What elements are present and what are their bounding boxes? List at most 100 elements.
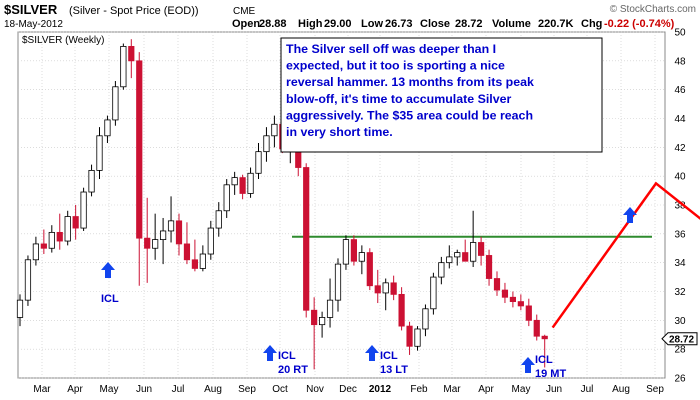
- x-tick-13: Apr: [478, 384, 494, 395]
- candle-17: [152, 213, 159, 260]
- candle-11: [104, 115, 111, 144]
- candle-28: [239, 174, 246, 200]
- candle-body: [175, 220, 183, 245]
- candle-body: [303, 167, 310, 311]
- candle-10: [96, 127, 103, 180]
- annotation-line-4: aggressively. The $35 area could be reac…: [286, 108, 533, 122]
- x-tick-3: Jun: [136, 384, 152, 395]
- ohlc-readout: Open 28.88 High 29.00 Low 26.73 Close 28…: [232, 18, 675, 30]
- candle-body: [80, 191, 87, 229]
- y-axis: 26 28 30 32 34 36 38 40 42 44 46 48 50: [674, 28, 686, 385]
- candle-body: [128, 46, 135, 62]
- marker-label: 20 RT: [278, 364, 308, 376]
- candle-60: [493, 271, 501, 296]
- y-tick-40: 40: [674, 172, 686, 183]
- volume-label: Volume: [492, 18, 531, 30]
- icl-marker-0: ICL: [101, 262, 119, 305]
- candle-64: [525, 298, 532, 327]
- x-tick-6: Sep: [238, 384, 256, 395]
- candle-body: [263, 135, 270, 153]
- candle-body: [462, 252, 469, 262]
- chg-label: Chg: [581, 18, 602, 30]
- annotation-frame: [280, 37, 603, 153]
- candle-62: [509, 291, 517, 308]
- candle-body: [318, 317, 326, 326]
- candle-body: [136, 60, 143, 239]
- x-tick-9: Dec: [339, 384, 357, 395]
- candle-body: [183, 243, 191, 261]
- candle-31: [263, 127, 270, 162]
- annotation-line-0: The Silver sell off was deeper than I: [286, 42, 496, 56]
- candle-47: [390, 275, 397, 301]
- last-price-tag: 28.72: [661, 332, 698, 346]
- candle-body: [271, 123, 278, 137]
- candle-body: [88, 169, 95, 193]
- candle-body: [56, 231, 63, 242]
- x-tick-15: Jun: [546, 384, 562, 395]
- candle-25: [215, 202, 222, 237]
- marker-label: ICL: [535, 354, 553, 366]
- candle-body: [16, 299, 24, 318]
- candle-body: [430, 276, 437, 310]
- candle-45: [374, 269, 381, 304]
- candle-24: [207, 220, 214, 260]
- up-arrow-icon: [365, 345, 379, 361]
- candle-body: [215, 210, 222, 229]
- annotation-box: The Silver sell off was deeper than I exp…: [280, 37, 603, 153]
- y-tick-26: 26: [674, 374, 686, 385]
- candle-13: [120, 43, 127, 90]
- candle-body: [390, 282, 397, 295]
- candle-43: [358, 245, 365, 275]
- candle-53: [438, 256, 445, 285]
- candle-58: [477, 236, 485, 266]
- volume-value: 220.7K: [538, 18, 574, 30]
- x-tick-1: Apr: [67, 384, 83, 395]
- candle-22: [191, 239, 198, 272]
- close-label: Close: [420, 18, 450, 30]
- y-tick-48: 48: [674, 56, 686, 67]
- candle-body: [334, 263, 342, 301]
- candle-body: [438, 262, 445, 278]
- candle-12: [112, 81, 119, 126]
- candle-56: [462, 239, 469, 262]
- chart-symbol: $SILVER: [4, 2, 58, 17]
- y-tick-30: 30: [674, 316, 686, 327]
- candle-66: [541, 334, 548, 368]
- candle-body: [541, 335, 548, 340]
- candle-9: [88, 164, 95, 197]
- candle-body: [231, 177, 238, 186]
- high-value: 29.00: [324, 18, 352, 30]
- candle-body: [454, 252, 461, 258]
- annotation-line-2: reversal hammer. 13 months from its peak: [286, 75, 534, 89]
- candle-49: [406, 321, 413, 355]
- candle-body: [191, 259, 198, 269]
- y-tick-38: 38: [674, 201, 686, 212]
- candle-body: [311, 309, 318, 326]
- candle-body: [40, 243, 47, 249]
- candle-41: [342, 235, 350, 270]
- x-tick-17: Aug: [612, 384, 630, 395]
- candle-37: [311, 297, 318, 370]
- y-tick-28: 28: [674, 345, 686, 356]
- y-tick-46: 46: [674, 85, 686, 96]
- candle-body: [96, 135, 103, 171]
- candle-15: [136, 52, 143, 286]
- marker-label: 13 LT: [380, 364, 408, 376]
- candle-21: [183, 222, 191, 265]
- up-arrow-icon: [623, 207, 637, 223]
- marker-label: ICL: [278, 350, 296, 362]
- y-tick-42: 42: [674, 143, 686, 154]
- candle-body: [342, 239, 350, 265]
- candle-0: [16, 294, 24, 327]
- open-label: Open: [232, 18, 260, 30]
- candle-body: [199, 253, 206, 269]
- x-tick-4: Jul: [172, 384, 185, 395]
- candle-2: [32, 236, 40, 266]
- candle-40: [334, 258, 342, 312]
- stockcharts-watermark: © StockCharts.com: [610, 4, 696, 15]
- candle-body: [167, 220, 175, 232]
- x-tick-7: Oct: [272, 384, 288, 395]
- high-label: High: [298, 18, 323, 30]
- x-tick-8: Nov: [306, 384, 324, 395]
- y-tick-32: 32: [674, 287, 686, 298]
